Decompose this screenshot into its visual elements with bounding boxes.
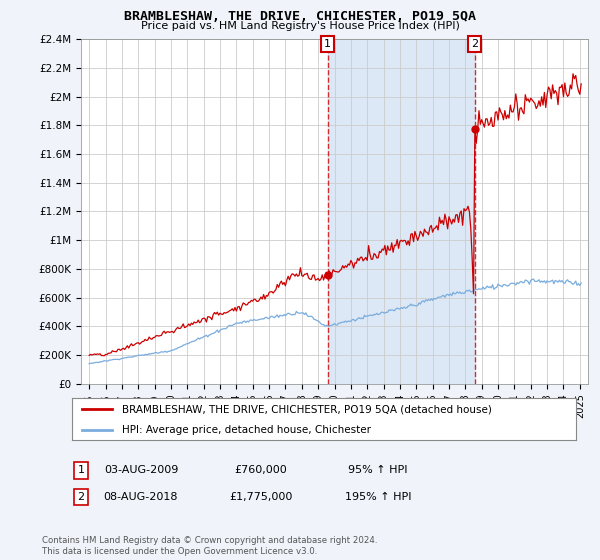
Text: 2: 2 bbox=[471, 39, 478, 49]
Text: Price paid vs. HM Land Registry's House Price Index (HPI): Price paid vs. HM Land Registry's House … bbox=[140, 21, 460, 31]
Text: 95% ↑ HPI: 95% ↑ HPI bbox=[348, 465, 408, 475]
Text: BRAMBLESHAW, THE DRIVE, CHICHESTER, PO19 5QA (detached house): BRAMBLESHAW, THE DRIVE, CHICHESTER, PO19… bbox=[122, 404, 492, 414]
Text: Contains HM Land Registry data © Crown copyright and database right 2024.
This d: Contains HM Land Registry data © Crown c… bbox=[42, 536, 377, 556]
Text: £760,000: £760,000 bbox=[235, 465, 287, 475]
Text: BRAMBLESHAW, THE DRIVE, CHICHESTER, PO19 5QA: BRAMBLESHAW, THE DRIVE, CHICHESTER, PO19… bbox=[124, 10, 476, 22]
Text: 2: 2 bbox=[77, 492, 85, 502]
Text: HPI: Average price, detached house, Chichester: HPI: Average price, detached house, Chic… bbox=[122, 426, 371, 435]
Text: 08-AUG-2018: 08-AUG-2018 bbox=[104, 492, 178, 502]
Text: £1,775,000: £1,775,000 bbox=[229, 492, 293, 502]
Text: 195% ↑ HPI: 195% ↑ HPI bbox=[345, 492, 411, 502]
Text: 1: 1 bbox=[77, 465, 85, 475]
Bar bbox=[328, 39, 475, 384]
Text: 03-AUG-2009: 03-AUG-2009 bbox=[104, 465, 178, 475]
Text: 1: 1 bbox=[324, 39, 331, 49]
